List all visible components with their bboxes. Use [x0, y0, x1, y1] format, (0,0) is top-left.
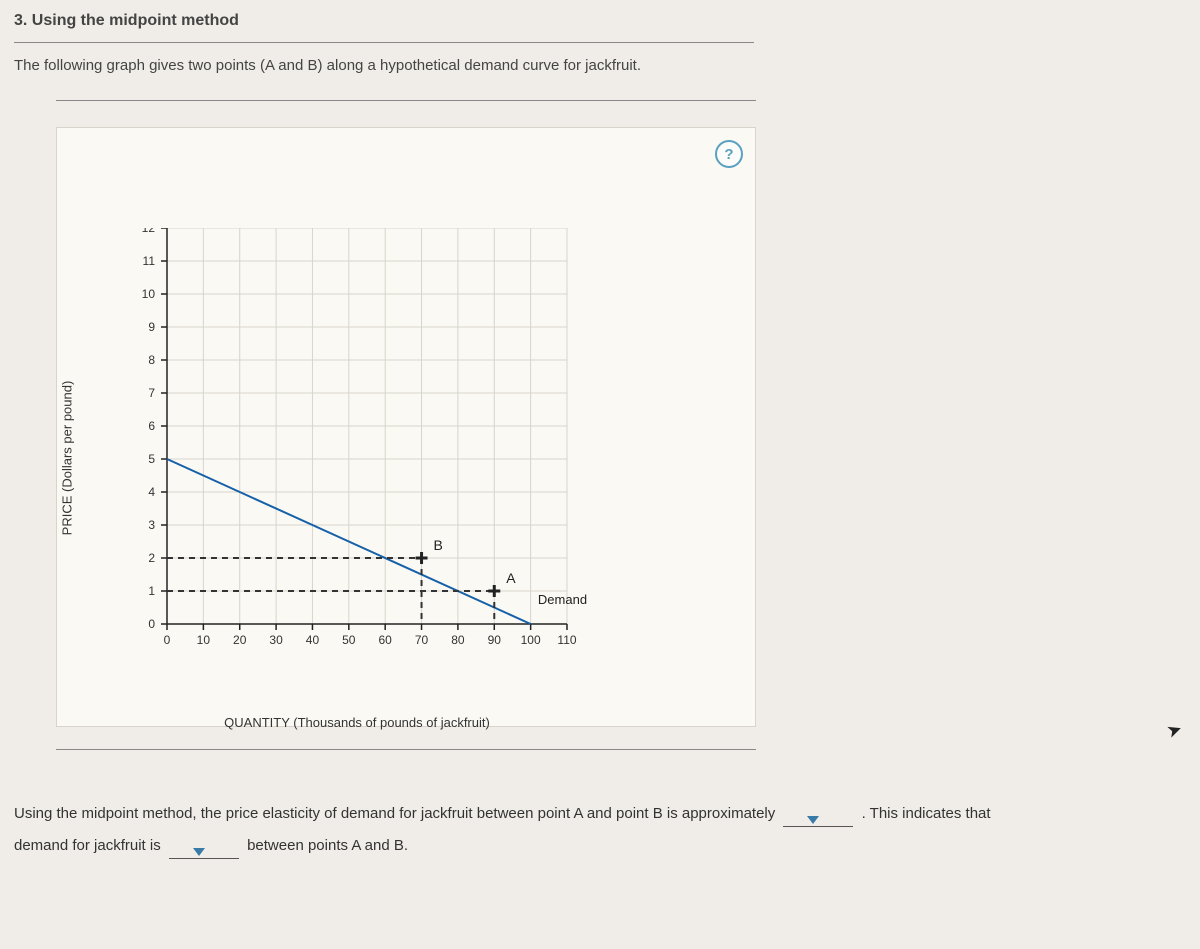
y-axis-title: PRICE (Dollars per pound) [60, 381, 75, 536]
q-text-1: Using the midpoint method, the price ela… [14, 805, 779, 822]
svg-text:B: B [434, 537, 443, 553]
svg-text:8: 8 [148, 353, 155, 367]
chart-panel: ? PRICE (Dollars per pound) QUANTITY (Th… [56, 127, 756, 727]
svg-text:90: 90 [488, 633, 502, 647]
q-text-3: demand for jackfruit is [14, 837, 165, 854]
elasticity-type-dropdown[interactable] [169, 848, 239, 859]
svg-text:10: 10 [142, 287, 156, 301]
svg-text:3: 3 [148, 518, 155, 532]
divider-panel-top [56, 100, 756, 101]
demand-chart: 0102030405060708090100110012345678910111… [87, 228, 627, 688]
intro-text: The following graph gives two points (A … [14, 57, 1186, 74]
svg-text:30: 30 [269, 633, 283, 647]
chevron-down-icon [807, 816, 819, 824]
question-block: Using the midpoint method, the price ela… [14, 798, 1174, 861]
svg-text:4: 4 [148, 485, 155, 499]
svg-text:0: 0 [148, 617, 155, 631]
svg-text:0: 0 [164, 633, 171, 647]
svg-text:6: 6 [148, 419, 155, 433]
svg-text:110: 110 [557, 633, 576, 647]
x-axis-title: QUANTITY (Thousands of pounds of jackfru… [224, 715, 490, 730]
chart-container: PRICE (Dollars per pound) QUANTITY (Thou… [87, 228, 627, 688]
q-text-4: between points A and B. [247, 837, 408, 854]
question-heading: 3. Using the midpoint method [14, 12, 1186, 30]
svg-text:100: 100 [521, 633, 541, 647]
divider-top [14, 42, 754, 43]
chevron-down-icon [193, 848, 205, 856]
svg-text:A: A [506, 570, 516, 586]
svg-text:10: 10 [197, 633, 211, 647]
svg-text:70: 70 [415, 633, 429, 647]
cursor-icon: ➤ [1164, 718, 1185, 743]
svg-text:2: 2 [148, 551, 155, 565]
svg-text:5: 5 [148, 452, 155, 466]
svg-text:60: 60 [379, 633, 393, 647]
svg-text:12: 12 [142, 228, 156, 235]
svg-text:20: 20 [233, 633, 247, 647]
divider-panel-bottom [56, 749, 756, 750]
svg-text:11: 11 [143, 254, 156, 268]
svg-text:7: 7 [148, 386, 155, 400]
svg-text:80: 80 [451, 633, 465, 647]
svg-text:9: 9 [148, 320, 155, 334]
svg-text:50: 50 [342, 633, 356, 647]
svg-text:1: 1 [148, 584, 155, 598]
help-icon: ? [724, 146, 733, 163]
svg-text:40: 40 [306, 633, 320, 647]
help-button[interactable]: ? [715, 140, 743, 168]
q-text-2: . This indicates that [862, 805, 991, 822]
elasticity-dropdown[interactable] [783, 816, 853, 827]
svg-text:Demand: Demand [538, 592, 587, 607]
